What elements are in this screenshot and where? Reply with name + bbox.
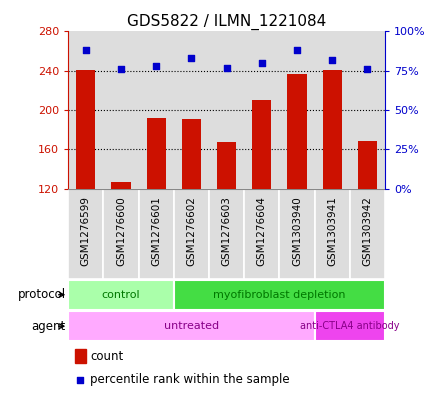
Bar xyxy=(139,31,174,189)
Bar xyxy=(111,182,131,189)
Bar xyxy=(74,349,86,363)
Text: GSM1303942: GSM1303942 xyxy=(363,196,372,266)
Text: myofibroblast depletion: myofibroblast depletion xyxy=(213,290,346,300)
FancyBboxPatch shape xyxy=(174,280,385,310)
Bar xyxy=(209,31,244,189)
Bar xyxy=(76,70,95,189)
Point xyxy=(329,57,336,63)
Text: GSM1276599: GSM1276599 xyxy=(81,196,91,266)
Title: GDS5822 / ILMN_1221084: GDS5822 / ILMN_1221084 xyxy=(127,14,326,30)
Text: control: control xyxy=(102,290,140,300)
Bar xyxy=(323,70,342,189)
Bar xyxy=(103,31,139,189)
Point xyxy=(153,63,160,69)
Point xyxy=(77,376,84,383)
Bar xyxy=(217,142,236,189)
Bar xyxy=(252,100,271,189)
Text: GSM1276604: GSM1276604 xyxy=(257,196,267,266)
Text: agent: agent xyxy=(32,320,66,333)
FancyBboxPatch shape xyxy=(139,189,174,279)
Text: GSM1303941: GSM1303941 xyxy=(327,196,337,266)
FancyBboxPatch shape xyxy=(68,189,103,279)
FancyBboxPatch shape xyxy=(279,189,315,279)
Point xyxy=(223,64,230,71)
Point xyxy=(117,66,125,72)
Text: count: count xyxy=(90,349,124,363)
FancyBboxPatch shape xyxy=(315,189,350,279)
Text: GSM1303940: GSM1303940 xyxy=(292,196,302,266)
Text: GSM1276602: GSM1276602 xyxy=(187,196,196,266)
Text: untreated: untreated xyxy=(164,321,219,331)
Bar xyxy=(279,31,315,189)
Text: GSM1276603: GSM1276603 xyxy=(222,196,231,266)
Bar xyxy=(244,31,279,189)
Text: percentile rank within the sample: percentile rank within the sample xyxy=(90,373,290,386)
Text: protocol: protocol xyxy=(18,288,66,301)
FancyBboxPatch shape xyxy=(350,189,385,279)
Text: anti-CTLA4 antibody: anti-CTLA4 antibody xyxy=(300,321,400,331)
Bar xyxy=(68,31,103,189)
Bar xyxy=(287,73,307,189)
FancyBboxPatch shape xyxy=(103,189,139,279)
Point xyxy=(82,47,89,53)
Bar xyxy=(182,119,201,189)
FancyBboxPatch shape xyxy=(315,311,385,341)
Bar xyxy=(350,31,385,189)
FancyBboxPatch shape xyxy=(68,280,174,310)
FancyBboxPatch shape xyxy=(209,189,244,279)
Point xyxy=(364,66,371,72)
Point xyxy=(258,60,265,66)
Text: GSM1276600: GSM1276600 xyxy=(116,196,126,266)
Bar xyxy=(358,141,377,189)
Point xyxy=(293,47,301,53)
FancyBboxPatch shape xyxy=(174,189,209,279)
Bar xyxy=(147,118,166,189)
Bar xyxy=(174,31,209,189)
FancyBboxPatch shape xyxy=(244,189,279,279)
Text: GSM1276601: GSM1276601 xyxy=(151,196,161,266)
Bar xyxy=(315,31,350,189)
FancyBboxPatch shape xyxy=(68,311,315,341)
Point xyxy=(188,55,195,61)
